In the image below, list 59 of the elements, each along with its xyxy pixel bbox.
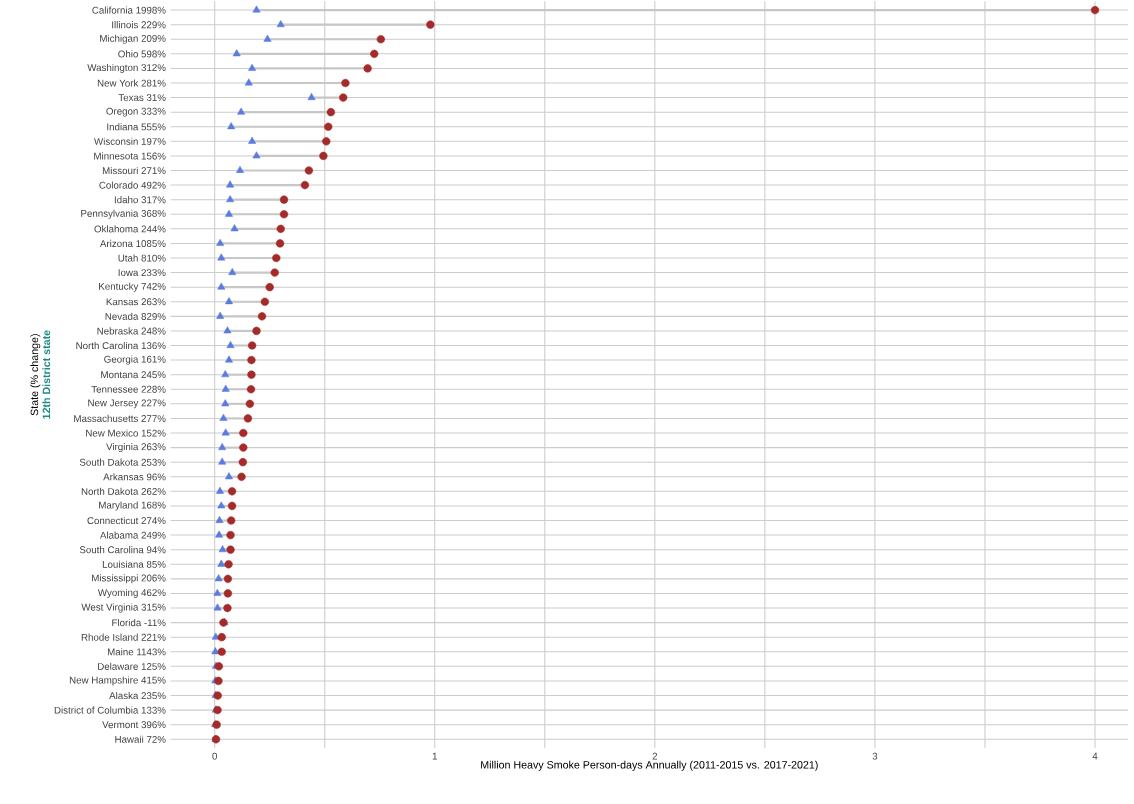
y-tick-label: Alaska 235%	[109, 691, 166, 700]
y-tick-label: Minnesota 156%	[94, 152, 166, 160]
y-tick-label: Idaho 317%	[114, 196, 166, 204]
text: 12th District state	[42, 330, 51, 419]
y-tick-label: Wyoming 462%	[97, 588, 166, 598]
y-tick-label: South Carolina 94%	[79, 546, 166, 554]
y-tick-label: Texas 31%	[118, 94, 166, 102]
y-tick-label: Iowa 233%	[118, 269, 166, 277]
y-tick-label: Massachusetts 277%	[74, 414, 166, 423]
y-tick-label: Maine 1143%	[107, 648, 166, 656]
y-tick-label: District of Columbia 133%	[54, 706, 166, 714]
y-axis-title: State (% change)	[30, 334, 41, 416]
y-tick-label: Alabama 249%	[99, 531, 166, 539]
y-tick-label: Utah 810%	[118, 254, 166, 262]
y-tick-label: Ohio 598%	[118, 50, 166, 58]
y-tick-label: Colorado 492%	[99, 181, 166, 189]
y-tick-label: Missouri 271%	[102, 166, 166, 175]
y-tick-label: Pennsylvania 368%	[81, 209, 166, 219]
y-tick-label: Virginia 263%	[106, 443, 166, 453]
x-tick-label: 0	[212, 752, 217, 760]
y-tick-label: New Mexico 152%	[86, 429, 166, 437]
y-tick-label: Mississippi 206%	[92, 574, 166, 584]
y-tick-label: Indiana 555%	[107, 123, 166, 131]
y-tick-label: Vermont 396%	[102, 721, 166, 729]
x-tick-label: 3	[872, 752, 878, 760]
y-tick-label: Montana 245%	[101, 371, 166, 379]
y-tick-label: Arkansas 96%	[103, 473, 166, 481]
y-tick-label: Louisiana 85%	[102, 560, 166, 568]
y-tick-label: Oregon 333%	[106, 107, 166, 117]
y-tick-label: California 1998%	[92, 6, 166, 14]
y-tick-label: New York 281%	[97, 79, 166, 87]
y-tick-label: Hawaii 72%	[115, 735, 166, 743]
y-tick-label: New Hampshire 415%	[69, 676, 166, 686]
y-tick-label: West Virginia 315%	[81, 603, 166, 613]
x-tick-label: 1	[432, 752, 437, 760]
y-tick-label: Oklahoma 244%	[94, 225, 166, 233]
y-tick-label: Rhode Island 221%	[81, 633, 166, 641]
y-tick-label: Michigan 209%	[100, 34, 166, 44]
y-tick-label: Kansas 263%	[106, 298, 166, 306]
y-tick-label: Maryland 168%	[99, 501, 166, 511]
y-tick-label: North Dakota 262%	[81, 487, 166, 495]
y-tick-label: Nevada 829%	[105, 312, 166, 320]
y-tick-label: Connecticut 274%	[87, 516, 166, 525]
y-tick-label: Florida -11%	[112, 619, 166, 627]
y-tick-label: North Carolina 136%	[76, 341, 166, 350]
y-tick-label: Nebraska 248%	[97, 327, 166, 335]
x-tick-label: 4	[1092, 752, 1098, 760]
y-tick-label: Arizona 1085%	[99, 239, 166, 248]
y-tick-label: New Jersey 227%	[88, 399, 166, 409]
x-axis-title: Million Heavy Smoke Person-days Annually (2011-2015 vs. 2017-2021)	[481, 760, 818, 771]
y-tick-label: Tennessee 228%	[91, 385, 166, 393]
y-tick-label: Illinois 229%	[112, 21, 166, 29]
y-tick-label: Georgia 161%	[104, 355, 166, 365]
y-tick-label: Kentucky 742%	[99, 282, 166, 292]
y-tick-label: South Dakota 253%	[79, 458, 166, 466]
x-tick-label: 2	[652, 752, 658, 760]
y-tick-label: Delaware 125%	[98, 662, 166, 670]
y-tick-label: Wisconsin 197%	[94, 137, 166, 145]
y-tick-label: Washington 312%	[87, 63, 166, 73]
